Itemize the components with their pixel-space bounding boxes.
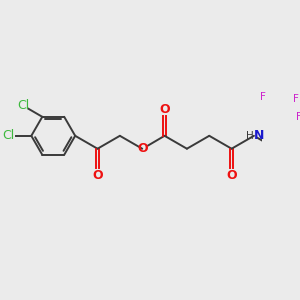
Text: Cl: Cl bbox=[17, 100, 29, 112]
Text: O: O bbox=[226, 169, 237, 182]
Text: O: O bbox=[159, 103, 170, 116]
Text: O: O bbox=[137, 142, 148, 155]
Text: F: F bbox=[292, 94, 298, 104]
Text: F: F bbox=[260, 92, 266, 102]
Text: F: F bbox=[296, 112, 300, 122]
Text: N: N bbox=[254, 129, 264, 142]
Text: O: O bbox=[92, 169, 103, 182]
Text: Cl: Cl bbox=[2, 129, 15, 142]
Text: H: H bbox=[246, 131, 254, 141]
